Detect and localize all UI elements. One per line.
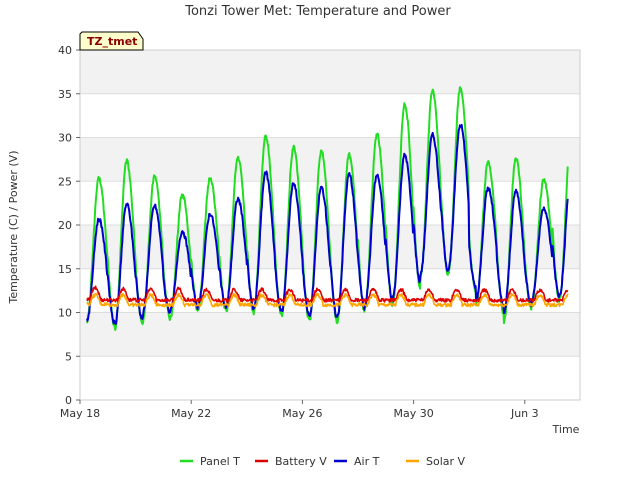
y-tick-label: 40 [58, 44, 72, 57]
series-line-solar-v [86, 292, 569, 308]
background-band [80, 181, 580, 225]
legend-label: Battery V [275, 455, 327, 468]
background-band [80, 356, 580, 400]
y-axis-label: Temperature (C) / Power (V) [7, 150, 20, 304]
y-tick-label: 15 [58, 263, 72, 276]
background-band [80, 312, 580, 357]
y-tick-label: 25 [58, 175, 72, 188]
legend: Panel T Battery V Air T Solar V [180, 455, 466, 468]
y-tick-label: 35 [58, 88, 72, 101]
x-tick-label: May 22 [171, 407, 211, 420]
background-band [80, 50, 580, 94]
y-tick-label: 20 [58, 219, 72, 232]
background-band [80, 137, 580, 182]
chart-title: Tonzi Tower Met: Temperature and Power [184, 4, 451, 19]
x-tick-label: May 18 [60, 407, 100, 420]
background-band [80, 93, 580, 138]
legend-label: Panel T [200, 455, 240, 468]
series-layer [86, 86, 569, 331]
x-tick-label: Jun 3 [510, 407, 539, 420]
x-tick-label: May 30 [393, 407, 433, 420]
y-tick-label: 0 [65, 394, 72, 407]
y-tick-label: 5 [65, 350, 72, 363]
tag-badge-shape [79, 31, 144, 51]
x-axis-ticks: May 18 May 22 May 26 May 30 Jun 3 [60, 400, 539, 420]
y-tick-label: 10 [58, 307, 72, 320]
legend-label: Solar V [426, 455, 466, 468]
tag-badge: TZ_tmet [79, 31, 144, 51]
x-axis-label: Time [552, 423, 580, 436]
series-line-battery-v [86, 285, 569, 303]
y-tick-label: 30 [58, 132, 72, 145]
tag-label: TZ_tmet [87, 35, 137, 48]
x-tick-label: May 26 [282, 407, 322, 420]
legend-label: Air T [354, 455, 380, 468]
y-axis-ticks: 0 5 10 15 20 25 30 35 40 [58, 44, 80, 407]
